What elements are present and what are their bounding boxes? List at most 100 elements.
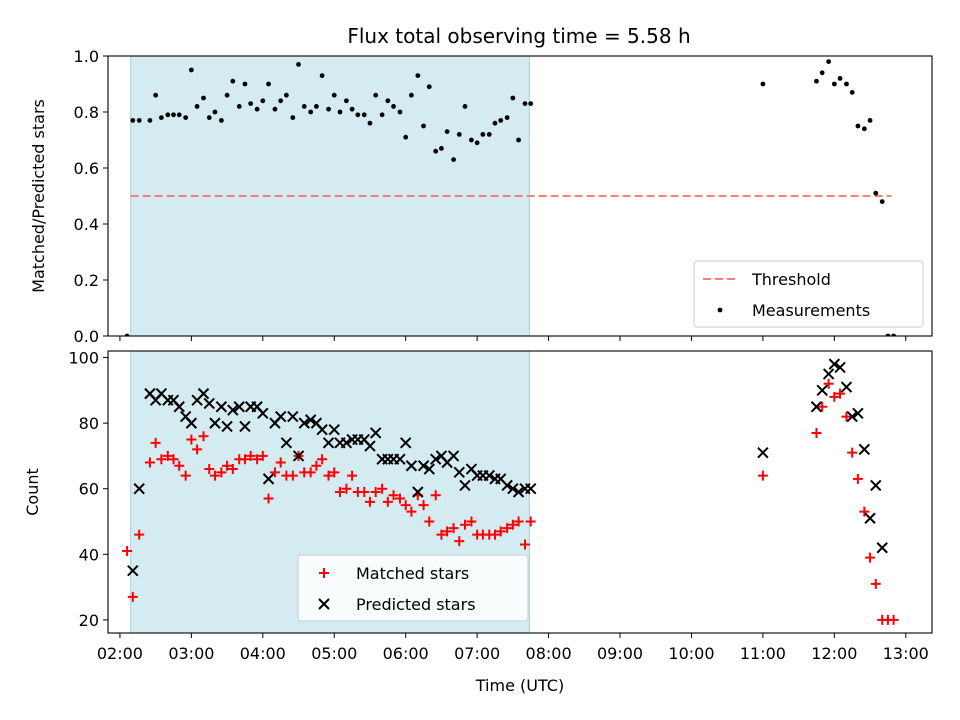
data-point (817, 401, 828, 412)
x-tick-label: 12:00 (811, 644, 857, 663)
data-point (483, 469, 495, 482)
data-point (162, 450, 173, 461)
data-point (156, 454, 167, 465)
data-point (406, 506, 417, 517)
y-tick-label: 0.2 (74, 271, 99, 290)
data-point (287, 470, 298, 481)
data-point (236, 104, 242, 109)
data-point (385, 98, 391, 104)
series-measurements (124, 59, 897, 336)
data-point (215, 401, 228, 413)
data-point (328, 423, 340, 436)
data-point (819, 70, 825, 76)
data-point (252, 454, 263, 465)
data-point (412, 486, 424, 498)
data-point (216, 467, 227, 478)
data-point (831, 81, 837, 87)
data-point (822, 368, 835, 380)
data-point (262, 473, 275, 485)
data-point (130, 118, 136, 123)
data-point (403, 134, 409, 140)
axes-frame (107, 55, 933, 337)
data-point (377, 483, 388, 494)
x-tick-label: 06:00 (383, 644, 429, 663)
data-point (436, 529, 447, 540)
data-point (873, 190, 879, 196)
plot-area (124, 59, 897, 336)
x-tick-label: 10:00 (668, 644, 714, 663)
data-point (203, 397, 215, 410)
data-point (430, 490, 441, 501)
data-point (150, 437, 161, 448)
data-point (439, 146, 444, 151)
data-point (158, 115, 164, 120)
data-point (367, 120, 373, 126)
data-point (879, 199, 885, 205)
data-point (849, 90, 855, 95)
data-point (453, 466, 465, 479)
legend: Threshold Measurements (693, 260, 924, 328)
data-point (204, 464, 215, 475)
data-point (334, 487, 345, 497)
data-point (127, 564, 139, 577)
data-point (528, 101, 534, 106)
data-point (409, 92, 414, 98)
data-point (837, 76, 843, 81)
data-point (823, 378, 834, 389)
data-point (283, 92, 289, 98)
data-point (456, 132, 462, 137)
data-point (212, 109, 218, 115)
data-point (122, 546, 133, 557)
legend-label: Threshold (751, 270, 831, 289)
data-point (133, 483, 145, 495)
data-point (171, 112, 176, 118)
legend-label: Measurements (752, 301, 870, 320)
data-point (359, 487, 370, 497)
data-point (459, 479, 471, 492)
data-point (337, 109, 343, 115)
legend-box (297, 554, 529, 622)
data-point (448, 523, 459, 534)
data-point (245, 450, 256, 461)
data-point (829, 391, 840, 402)
data-point (331, 92, 337, 98)
data-point (364, 440, 376, 452)
data-point (192, 444, 203, 455)
legend-entry: Threshold (703, 270, 831, 289)
data-point (369, 427, 382, 439)
data-point (844, 81, 849, 87)
data-point (867, 118, 873, 123)
data-point (400, 500, 411, 511)
data-point (209, 470, 220, 481)
data-point (399, 437, 412, 449)
data-point (516, 137, 521, 143)
data-point (173, 401, 185, 413)
data-point (858, 443, 871, 456)
data-point (266, 81, 271, 87)
x-tick-label: 07:00 (454, 644, 500, 663)
data-point (316, 423, 328, 436)
data-point (828, 358, 841, 370)
data-point (194, 104, 200, 109)
data-point (361, 112, 367, 118)
data-point (507, 483, 519, 495)
data-point (322, 437, 335, 449)
data-point (852, 407, 864, 420)
data-point (847, 447, 858, 458)
data-point (272, 106, 278, 112)
data-point (814, 78, 819, 84)
data-point (489, 529, 500, 540)
data-point (185, 417, 198, 429)
data-point (397, 109, 403, 115)
data-point (417, 460, 430, 472)
data-point (861, 126, 867, 132)
data-point (826, 59, 832, 64)
data-point (304, 414, 317, 426)
data-point (454, 536, 465, 547)
data-point (257, 450, 268, 461)
data-point (370, 487, 381, 497)
y-tick-label: 20 (79, 611, 99, 630)
data-point (444, 129, 450, 135)
data-point (311, 460, 322, 471)
legend-x-marker (318, 598, 330, 610)
